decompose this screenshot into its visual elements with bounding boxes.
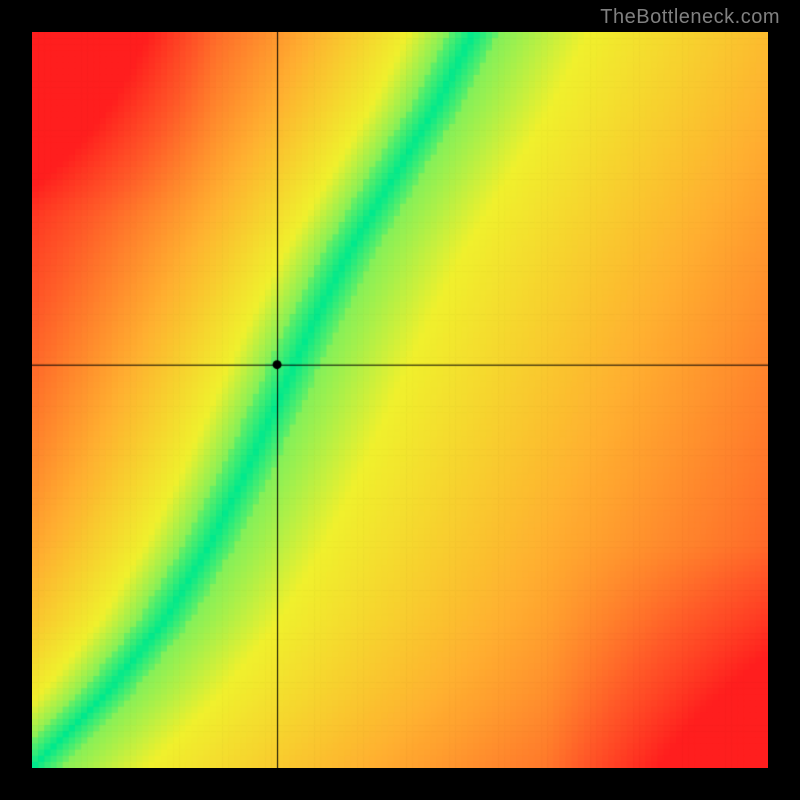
watermark-text: TheBottleneck.com	[600, 6, 780, 29]
bottleneck-heatmap	[32, 32, 768, 768]
